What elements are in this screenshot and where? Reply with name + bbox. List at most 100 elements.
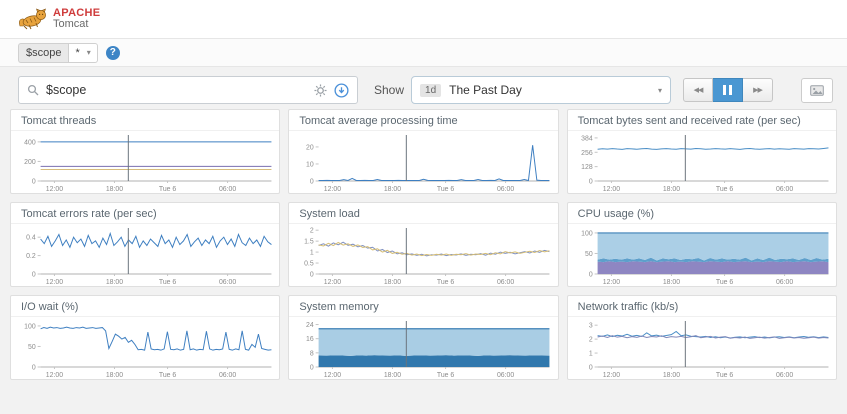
svg-text:06:00: 06:00	[219, 279, 236, 286]
svg-text:2: 2	[588, 337, 592, 344]
scope-value: *	[75, 46, 80, 59]
chart-grid: Tomcat threads 0 200 400 12:00 18:00 Tue 6 06:0…	[10, 109, 837, 380]
svg-text:18:00: 18:00	[384, 279, 401, 286]
svg-text:3: 3	[588, 323, 592, 330]
svg-text:0: 0	[32, 178, 36, 185]
help-icon[interactable]: ?	[105, 45, 120, 60]
gear-icon[interactable]	[314, 83, 327, 97]
chart-plot[interactable]: 0 128 256 384 12:00 18:00 Tue 6 06:00	[568, 131, 836, 193]
chart-title: Tomcat errors rate (per sec)	[11, 203, 280, 224]
svg-text:384: 384	[581, 135, 593, 142]
svg-text:06:00: 06:00	[497, 186, 514, 193]
svg-text:06:00: 06:00	[776, 372, 793, 379]
dashboard-toolbar: $scope Show 1d The Past Day ▾ ◀◀ ▶▶	[18, 76, 833, 104]
svg-text:12:00: 12:00	[324, 372, 341, 379]
chart-card: CPU usage (%) 0 50 100 12:00 18:00 Tue 6 06:00	[566, 202, 837, 287]
svg-text:50: 50	[28, 344, 36, 351]
svg-text:200: 200	[24, 159, 36, 166]
pause-icon	[723, 85, 727, 95]
svg-text:Tue 6: Tue 6	[159, 372, 177, 379]
search-input[interactable]: $scope	[18, 76, 358, 104]
forward-button[interactable]: ▶▶	[743, 78, 774, 102]
svg-text:18:00: 18:00	[662, 372, 679, 379]
svg-text:0.2: 0.2	[26, 253, 36, 260]
svg-text:100: 100	[24, 323, 36, 330]
svg-text:1.5: 1.5	[304, 239, 314, 246]
svg-text:8: 8	[310, 350, 314, 357]
chart-title: System load	[289, 203, 558, 224]
svg-text:20: 20	[306, 144, 314, 151]
chart-plot[interactable]: 0 0.5 1 1.5 2 12:00 18:00 Tue 6 06:00	[289, 224, 557, 286]
svg-text:10: 10	[306, 161, 314, 168]
time-range-select[interactable]: 1d The Past Day ▾	[411, 76, 672, 104]
snapshot-button[interactable]	[801, 77, 833, 103]
svg-text:1: 1	[310, 250, 314, 257]
svg-text:12:00: 12:00	[46, 372, 63, 379]
svg-text:Tue 6: Tue 6	[716, 279, 734, 286]
scope-label: $scope	[18, 42, 69, 63]
svg-text:0.5: 0.5	[304, 261, 314, 268]
logo-tomcat-text: Tomcat	[53, 18, 89, 30]
svg-text:400: 400	[24, 139, 36, 146]
snapshot-image-icon	[810, 84, 824, 96]
chart-title: Network traffic (kb/s)	[567, 296, 836, 317]
svg-text:18:00: 18:00	[384, 372, 401, 379]
chart-plot[interactable]: 0 8 16 24 12:00 18:00 Tue 6 06:00	[289, 317, 557, 379]
svg-text:Tue 6: Tue 6	[437, 186, 455, 193]
svg-text:0: 0	[588, 178, 592, 185]
svg-text:0: 0	[310, 178, 314, 185]
app-header: APACHE Tomcat	[0, 0, 847, 39]
chart-plot[interactable]: 0 0.2 0.4 12:00 18:00 Tue 6 06:00	[11, 224, 279, 286]
svg-text:06:00: 06:00	[776, 279, 793, 286]
chart-plot[interactable]: 0 10 20 12:00 18:00 Tue 6 06:00	[289, 131, 557, 193]
svg-text:0: 0	[32, 364, 36, 371]
chart-title: Tomcat bytes sent and received rate (per…	[567, 110, 836, 131]
svg-text:16: 16	[306, 336, 314, 343]
chart-plot[interactable]: 0 50 100 12:00 18:00 Tue 6 06:00	[11, 317, 279, 379]
chart-card: System memory 0 8 16 24 12:00 18:00 Tue 6 06:00	[288, 295, 559, 380]
svg-text:12:00: 12:00	[602, 372, 619, 379]
svg-text:12:00: 12:00	[324, 279, 341, 286]
svg-text:Tue 6: Tue 6	[437, 372, 455, 379]
svg-text:Tue 6: Tue 6	[159, 279, 177, 286]
chart-card: I/O wait (%) 0 50 100 12:00 18:00 Tue 6 06:00	[10, 295, 281, 380]
search-value: $scope	[46, 83, 87, 97]
svg-text:0: 0	[310, 364, 314, 371]
svg-text:Tue 6: Tue 6	[159, 186, 177, 193]
range-badge: 1d	[420, 83, 442, 97]
chart-title: Tomcat average processing time	[289, 110, 558, 131]
run-query-icon[interactable]	[334, 82, 349, 98]
chart-title: Tomcat threads	[11, 110, 280, 131]
svg-text:18:00: 18:00	[662, 279, 679, 286]
chart-title: I/O wait (%)	[11, 296, 280, 317]
svg-text:12:00: 12:00	[324, 186, 341, 193]
svg-text:0: 0	[588, 271, 592, 278]
chart-card: Network traffic (kb/s) 0 1 2 3 12:00 18:00 Tue …	[566, 295, 837, 380]
svg-text:0: 0	[310, 271, 314, 278]
svg-text:Tue 6: Tue 6	[716, 372, 734, 379]
svg-text:50: 50	[585, 251, 593, 258]
tomcat-logo: APACHE Tomcat	[18, 6, 100, 32]
chart-card: Tomcat bytes sent and received rate (per…	[566, 109, 837, 194]
svg-text:06:00: 06:00	[776, 186, 793, 193]
chart-card: Tomcat errors rate (per sec) 0 0.2 0.4 12:00…	[10, 202, 281, 287]
chart-plot[interactable]: 0 50 100 12:00 18:00 Tue 6 06:00	[568, 224, 836, 286]
svg-text:18:00: 18:00	[384, 186, 401, 193]
scope-bar: $scope * ▾ ?	[0, 39, 847, 67]
svg-text:Tue 6: Tue 6	[716, 186, 734, 193]
chart-plot[interactable]: 0 200 400 12:00 18:00 Tue 6 06:00	[11, 131, 279, 193]
svg-text:12:00: 12:00	[602, 279, 619, 286]
svg-text:0: 0	[588, 364, 592, 371]
svg-text:12:00: 12:00	[46, 279, 63, 286]
svg-text:18:00: 18:00	[662, 186, 679, 193]
svg-text:18:00: 18:00	[106, 279, 123, 286]
chevron-down-icon: ▾	[658, 85, 663, 95]
rewind-button[interactable]: ◀◀	[683, 78, 714, 102]
pause-button[interactable]	[713, 78, 744, 102]
scope-value-dropdown[interactable]: * ▾	[68, 42, 98, 63]
chart-plot[interactable]: 0 1 2 3 12:00 18:00 Tue 6 06:00	[568, 317, 836, 379]
svg-text:12:00: 12:00	[46, 186, 63, 193]
svg-text:Tue 6: Tue 6	[437, 279, 455, 286]
svg-text:2: 2	[310, 228, 314, 235]
svg-text:12:00: 12:00	[602, 186, 619, 193]
